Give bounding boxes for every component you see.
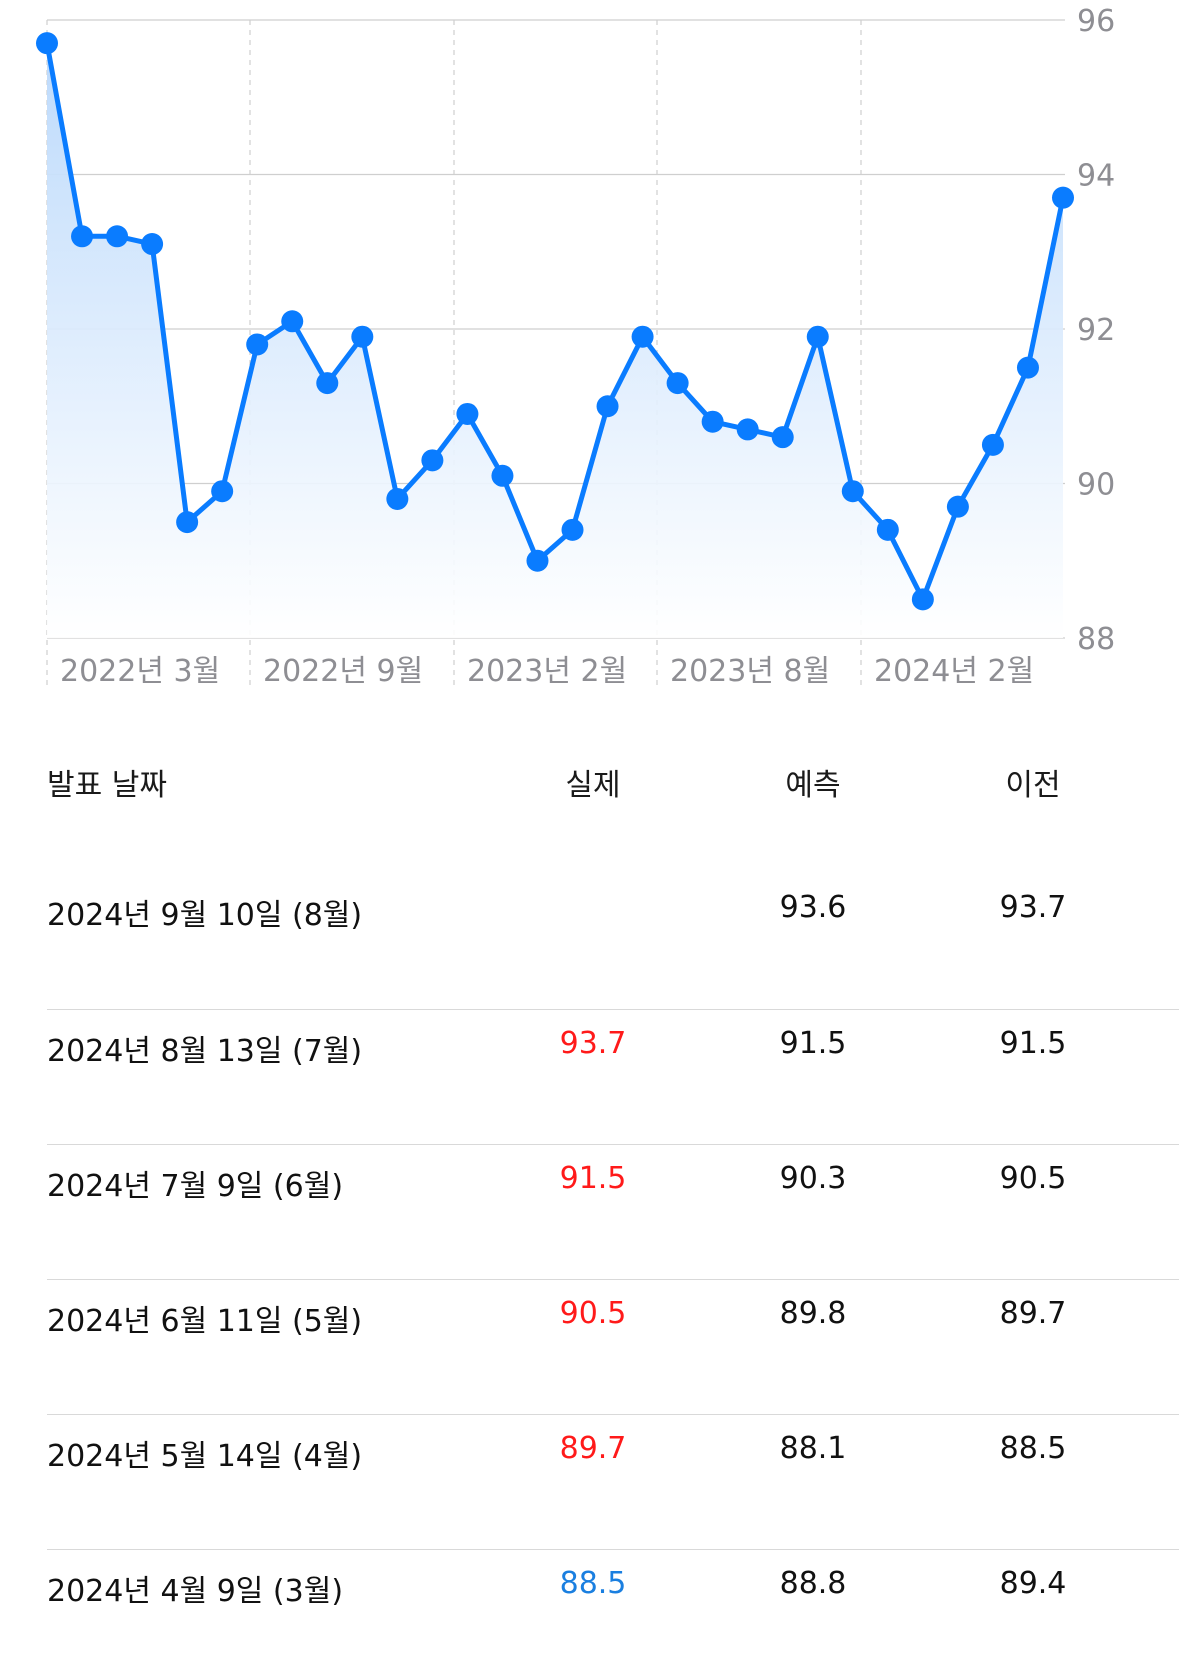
data-point bbox=[246, 333, 269, 356]
row-actual: 93.7 bbox=[559, 1026, 627, 1061]
data-point bbox=[141, 233, 164, 256]
header-forecast: 예측 bbox=[785, 768, 841, 803]
x-tick-label: 2023년 2월 bbox=[467, 654, 627, 689]
header-date: 발표 날짜 bbox=[47, 768, 167, 803]
header-actual: 실제 bbox=[565, 768, 621, 803]
data-point bbox=[1052, 186, 1074, 209]
data-point bbox=[316, 372, 339, 395]
row-forecast: 90.3 bbox=[779, 1161, 847, 1196]
row-previous: 89.7 bbox=[999, 1296, 1067, 1331]
data-point bbox=[666, 372, 689, 395]
series-area bbox=[47, 43, 1063, 639]
row-divider bbox=[47, 1279, 1179, 1280]
x-tick-label: 2022년 9월 bbox=[263, 654, 423, 689]
data-point bbox=[351, 325, 374, 348]
data-point bbox=[981, 433, 1004, 456]
data-point bbox=[526, 549, 549, 572]
data-point bbox=[876, 518, 899, 541]
data-point bbox=[946, 495, 969, 518]
data-point bbox=[1016, 356, 1039, 379]
data-point bbox=[106, 225, 129, 248]
data-point bbox=[36, 32, 58, 55]
row-divider bbox=[47, 1414, 1179, 1415]
data-point bbox=[911, 588, 934, 611]
data-point bbox=[701, 410, 724, 433]
row-actual: 91.5 bbox=[559, 1161, 627, 1196]
line-chart: 88 90 92 94 96 2022년 3월 2022년 9월 2023년 2월 2023년 … bbox=[36, 4, 1115, 690]
row-previous: 91.5 bbox=[999, 1026, 1067, 1061]
row-forecast: 91.5 bbox=[779, 1026, 847, 1061]
chart-area bbox=[47, 43, 1063, 639]
y-tick-label: 92 bbox=[1077, 313, 1115, 348]
table-row[interactable]: 2024년 4월 9일 (3월) 88.5 88.8 89.4 bbox=[0, 1516, 1179, 1651]
row-previous: 88.5 bbox=[999, 1431, 1067, 1466]
x-tick-label: 2022년 3월 bbox=[60, 654, 220, 689]
y-tick-label: 94 bbox=[1077, 159, 1115, 194]
x-tick-label: 2024년 2월 bbox=[874, 654, 1034, 689]
row-previous: 93.7 bbox=[999, 890, 1067, 925]
data-point bbox=[281, 310, 304, 333]
table-row[interactable]: 2024년 6월 11일 (5월) 90.5 89.8 89.7 bbox=[0, 1246, 1179, 1381]
row-forecast: 93.6 bbox=[779, 890, 847, 925]
row-actual: 90.5 bbox=[559, 1296, 627, 1331]
data-point bbox=[736, 418, 759, 441]
data-point bbox=[421, 449, 444, 472]
data-point bbox=[561, 518, 584, 541]
data-point bbox=[491, 464, 514, 487]
row-date: 2024년 4월 9일 (3월) bbox=[47, 1574, 344, 1609]
row-actual: 89.7 bbox=[559, 1431, 627, 1466]
row-date: 2024년 9월 10일 (8월) bbox=[47, 898, 363, 933]
row-divider bbox=[47, 1009, 1179, 1010]
y-tick-label: 96 bbox=[1077, 4, 1115, 39]
row-forecast: 89.8 bbox=[779, 1296, 847, 1331]
data-point bbox=[631, 325, 654, 348]
row-date: 2024년 8월 13일 (7월) bbox=[47, 1034, 363, 1069]
x-tick-label: 2023년 8월 bbox=[670, 654, 830, 689]
table-row[interactable]: 2024년 9월 10일 (8월) 93.6 93.7 bbox=[0, 840, 1179, 975]
table-row[interactable]: 2024년 8월 13일 (7월) 93.7 91.5 91.5 bbox=[0, 976, 1179, 1111]
row-divider bbox=[47, 1549, 1179, 1550]
row-date: 2024년 5월 14일 (4월) bbox=[47, 1439, 363, 1474]
row-forecast: 88.1 bbox=[779, 1431, 847, 1466]
data-point bbox=[176, 511, 199, 534]
y-tick-label: 88 bbox=[1077, 622, 1115, 657]
row-date: 2024년 6월 11일 (5월) bbox=[47, 1304, 363, 1339]
row-date: 2024년 7월 9일 (6월) bbox=[47, 1169, 344, 1204]
table-row[interactable]: 2024년 7월 9일 (6월) 91.5 90.3 90.5 bbox=[0, 1111, 1179, 1246]
data-point bbox=[211, 480, 234, 503]
table-header: 발표 날짜 실제 예측 이전 bbox=[0, 760, 1179, 810]
row-previous: 89.4 bbox=[999, 1566, 1067, 1601]
data-point bbox=[71, 225, 94, 248]
chart-points bbox=[36, 32, 1074, 611]
row-divider bbox=[47, 1144, 1179, 1145]
data-point bbox=[841, 480, 864, 503]
header-previous: 이전 bbox=[1005, 768, 1061, 803]
row-forecast: 88.8 bbox=[779, 1566, 847, 1601]
row-previous: 90.5 bbox=[999, 1161, 1067, 1196]
table-row[interactable]: 2024년 5월 14일 (4월) 89.7 88.1 88.5 bbox=[0, 1381, 1179, 1516]
chart-labels: 88 90 92 94 96 2022년 3월 2022년 9월 2023년 2월 2023년 … bbox=[60, 4, 1115, 689]
row-actual: 88.5 bbox=[559, 1566, 627, 1601]
data-point bbox=[456, 402, 479, 425]
data-point bbox=[386, 487, 409, 510]
y-tick-label: 90 bbox=[1077, 468, 1115, 503]
data-point bbox=[771, 426, 794, 449]
data-point bbox=[806, 325, 829, 348]
data-point bbox=[596, 395, 619, 418]
